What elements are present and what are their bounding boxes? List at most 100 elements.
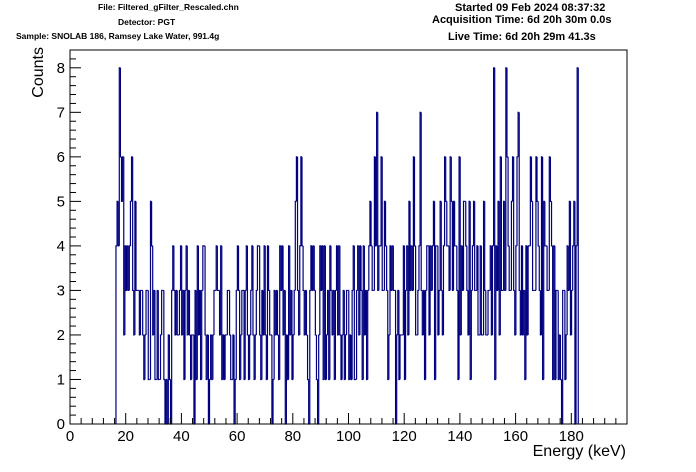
histogram-bin [147, 290, 150, 381]
histogram-bin [506, 67, 509, 158]
histogram-bin [309, 289, 311, 424]
histogram-bin [301, 156, 304, 247]
histogram-bin [264, 245, 267, 336]
y-tick-label: 2 [57, 327, 65, 344]
x-tick-label: 80 [284, 428, 301, 445]
histogram-bin [344, 334, 347, 380]
histogram-bin [404, 289, 407, 380]
axis-layer [69, 49, 628, 425]
histogram-bin [208, 378, 211, 424]
histogram-bin [507, 156, 510, 247]
y-tick-label: 6 [57, 149, 65, 166]
histogram-bin [442, 245, 445, 335]
histogram-bin [254, 334, 257, 380]
histogram-bin [565, 334, 568, 380]
histogram-bin [212, 334, 214, 380]
histogram-bin [296, 156, 299, 292]
histogram-bin [256, 245, 259, 291]
histogram-bin [487, 289, 490, 335]
start-time-label: Started 09 Feb 2024 08:37:32 [455, 2, 606, 14]
histogram-bin [510, 200, 513, 291]
x-tick-label: 60 [229, 428, 246, 445]
histogram-layer [115, 67, 579, 425]
histogram-bin [235, 289, 238, 380]
sample-label: Sample: SNOLAB 186, Ramsey Lake Water, 9… [16, 31, 220, 41]
histogram-bin [549, 156, 552, 202]
histogram-bin [399, 334, 402, 380]
live-time-label: Live Time: 6d 20h 29m 41.3s [448, 31, 596, 43]
histogram-bin [555, 289, 558, 380]
histogram-bin [500, 156, 503, 292]
histogram-bin [420, 112, 423, 292]
histogram-bin [294, 200, 297, 291]
y-tick-label: 1 [57, 371, 65, 388]
histogram-bin [315, 334, 318, 381]
histogram-bin [173, 245, 175, 292]
histogram-bin [191, 334, 193, 380]
x-tick-label: 140 [447, 428, 472, 445]
histogram-bin [425, 289, 427, 380]
histogram-bin [426, 245, 428, 291]
histogram-bin [418, 245, 421, 291]
histogram-bin [246, 245, 249, 336]
histogram-bin [491, 245, 494, 335]
histogram-bin [345, 289, 348, 335]
histogram-bin [536, 156, 539, 202]
histogram-bin [537, 201, 540, 247]
x-tick-label: 40 [173, 428, 190, 445]
histogram-bin [474, 201, 476, 292]
x-tick-label: 0 [66, 428, 74, 445]
histogram-bin [313, 245, 316, 292]
acquisition-time-label: Acquisition Time: 6d 20h 30m 0.0s [432, 14, 612, 26]
histogram-bin [413, 156, 416, 247]
histogram-bin [252, 245, 255, 336]
histogram-bin [330, 245, 333, 292]
histogram-bin [384, 201, 387, 247]
histogram-bin [115, 245, 118, 424]
histogram-bin [465, 201, 467, 247]
histogram-bin [293, 289, 296, 335]
histogram-bin [119, 67, 122, 158]
x-tick-label: 180 [559, 428, 584, 445]
histogram-bin [471, 245, 474, 291]
histogram-bin [204, 245, 207, 336]
histogram-bin [339, 245, 341, 336]
histogram-bin [302, 245, 305, 292]
histogram-bin [145, 289, 148, 335]
histogram-bin [159, 334, 162, 380]
histogram-bin [154, 290, 157, 381]
histogram-bin [184, 289, 187, 380]
y-tick-label: 4 [57, 238, 65, 255]
histogram-bin [440, 201, 443, 292]
histogram-bin [456, 245, 458, 292]
tick-label-layer: 0 20 40 60 80 100 120 140 160 180 0 1 2 3 4 5 6 7 8 [57, 60, 584, 445]
histogram-bin [353, 245, 356, 381]
histogram-bin [334, 289, 337, 380]
histogram-bin [550, 201, 553, 247]
histogram-bin [575, 245, 578, 424]
histogram-bin [570, 289, 573, 335]
histogram-bin [240, 334, 242, 380]
histogram-bin [237, 245, 240, 292]
histogram-bin [305, 290, 308, 336]
histogram-bin [518, 112, 521, 292]
histogram-bin [572, 245, 574, 291]
histogram-bin [355, 289, 358, 380]
histogram-bin [244, 289, 247, 380]
histogram-bin [386, 245, 388, 292]
histogram-bin [341, 334, 344, 380]
histogram-bin [531, 201, 534, 292]
histogram-bin [438, 289, 441, 335]
histogram-bin [216, 245, 219, 292]
histogram-bin [299, 245, 301, 335]
histogram-bin [530, 156, 533, 202]
histogram-bin [157, 290, 160, 381]
histogram-bin [360, 245, 363, 292]
histogram-bin [188, 290, 191, 336]
y-tick-label: 3 [57, 282, 65, 299]
histogram-bin [381, 156, 384, 292]
histogram-bin [431, 245, 434, 291]
histogram-bin [446, 201, 448, 247]
histogram-bin [546, 245, 549, 292]
